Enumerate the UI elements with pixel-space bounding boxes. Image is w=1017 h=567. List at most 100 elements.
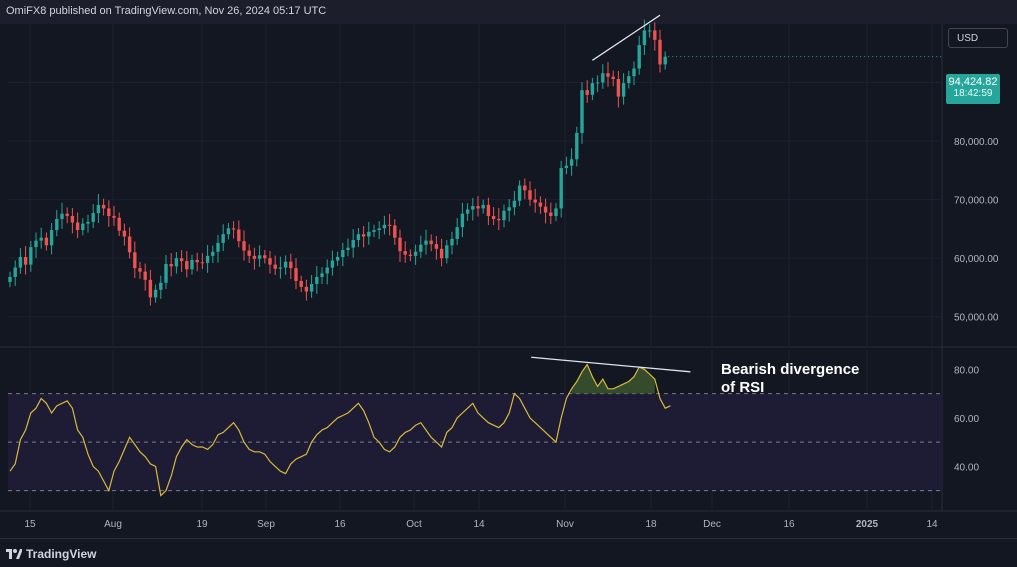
price-tick-label: 60,000.00 bbox=[954, 254, 999, 265]
candle-body bbox=[39, 237, 43, 241]
rsi-overbought-fill bbox=[571, 364, 655, 394]
candle-body bbox=[278, 267, 283, 269]
candle-body bbox=[429, 240, 433, 245]
candle-body bbox=[122, 230, 127, 237]
candle-body bbox=[585, 90, 589, 95]
candle-body bbox=[616, 79, 621, 97]
candle-body bbox=[164, 264, 168, 283]
candle-body bbox=[507, 207, 511, 211]
candle-body bbox=[231, 228, 236, 230]
candle-body bbox=[512, 200, 517, 208]
candle-body bbox=[564, 165, 569, 169]
rsi-tick-label: 60.00 bbox=[954, 414, 979, 425]
candle-body bbox=[663, 56, 667, 65]
candle-body bbox=[86, 221, 90, 224]
currency-selector[interactable]: USD bbox=[948, 28, 1008, 48]
candle-body bbox=[96, 204, 101, 214]
candle-body bbox=[143, 271, 147, 280]
candle-body bbox=[133, 252, 137, 269]
candle-body bbox=[252, 255, 257, 259]
annotation-text: of RSI bbox=[721, 379, 764, 396]
candle-body bbox=[185, 261, 189, 270]
candle-body bbox=[23, 257, 28, 265]
candle-body bbox=[481, 204, 485, 209]
candle-body bbox=[387, 224, 392, 226]
candle-body bbox=[226, 228, 231, 235]
x-tick-label: Sep bbox=[257, 519, 275, 530]
candle-body bbox=[647, 30, 652, 32]
candle-body bbox=[169, 264, 173, 267]
candle-body bbox=[205, 255, 210, 263]
x-tick-label: 19 bbox=[196, 519, 208, 530]
candle-body bbox=[523, 185, 527, 191]
candle-body bbox=[413, 251, 418, 256]
candle-body bbox=[70, 216, 75, 223]
candle-body bbox=[49, 230, 54, 246]
candle-body bbox=[257, 255, 262, 259]
candle-body bbox=[148, 279, 153, 298]
candle-body bbox=[408, 254, 413, 256]
candle-body bbox=[315, 276, 319, 284]
candle-body bbox=[367, 231, 371, 237]
x-tick-label: 15 bbox=[24, 519, 36, 530]
candle-body bbox=[273, 264, 277, 269]
candle-body bbox=[460, 213, 465, 228]
candle-body bbox=[309, 283, 314, 292]
price-tick-label: 70,000.00 bbox=[954, 196, 999, 207]
candle-body bbox=[590, 83, 595, 95]
annotation-text: Bearish divergence bbox=[721, 361, 859, 378]
price-tick-label: 80,000.00 bbox=[954, 137, 999, 148]
candle-body bbox=[325, 267, 329, 274]
candle-body bbox=[533, 199, 537, 203]
last-price-label: 94,424.82 18:42:59 bbox=[946, 74, 1000, 104]
candle-body bbox=[580, 90, 584, 133]
candle-body bbox=[403, 251, 407, 255]
x-tick-label: 14 bbox=[926, 519, 938, 530]
candle-body bbox=[627, 76, 631, 84]
candle-body bbox=[101, 204, 106, 209]
candle-body bbox=[439, 248, 444, 259]
candle-body bbox=[419, 244, 423, 252]
candle-body bbox=[575, 132, 579, 160]
candle-body bbox=[372, 230, 376, 232]
candle-body bbox=[127, 236, 132, 253]
candle-body bbox=[356, 234, 361, 241]
candle-body bbox=[569, 159, 574, 166]
candle-body bbox=[341, 249, 345, 258]
candle-body bbox=[159, 282, 163, 290]
candle-body bbox=[65, 213, 69, 217]
candle-body bbox=[190, 259, 194, 270]
candle-body bbox=[8, 276, 12, 282]
candle-body bbox=[502, 210, 506, 221]
candle-body bbox=[200, 262, 205, 264]
candle-body bbox=[153, 289, 158, 298]
candle-body bbox=[247, 250, 251, 256]
candle-body bbox=[554, 208, 558, 217]
x-tick-label: 16 bbox=[334, 519, 346, 530]
candle-body bbox=[491, 216, 496, 219]
candle-body bbox=[242, 241, 246, 251]
x-tick-label: Aug bbox=[104, 519, 122, 530]
candle-body bbox=[304, 286, 309, 292]
candle-body bbox=[528, 190, 532, 200]
candle-body bbox=[632, 68, 636, 77]
candle-body bbox=[393, 225, 397, 238]
candle-body bbox=[637, 45, 641, 69]
candle-body bbox=[642, 30, 647, 46]
brand[interactable]: TradingView bbox=[6, 547, 96, 561]
candle-body bbox=[60, 213, 64, 219]
candle-body bbox=[263, 255, 267, 259]
candle-body bbox=[289, 261, 293, 269]
candle-body bbox=[398, 237, 402, 252]
publisher-bar: OmiFX8 published on TradingView.com, Nov… bbox=[0, 0, 1017, 24]
candle-body bbox=[606, 73, 610, 77]
candle-body bbox=[216, 242, 220, 252]
candle-body bbox=[55, 218, 59, 231]
candle-body bbox=[330, 260, 335, 268]
candle-body bbox=[559, 168, 563, 209]
candle-body bbox=[424, 240, 428, 245]
publisher-text: OmiFX8 published on TradingView.com, Nov… bbox=[6, 5, 327, 17]
candle-body bbox=[29, 247, 33, 265]
x-tick-label: Oct bbox=[406, 519, 422, 530]
